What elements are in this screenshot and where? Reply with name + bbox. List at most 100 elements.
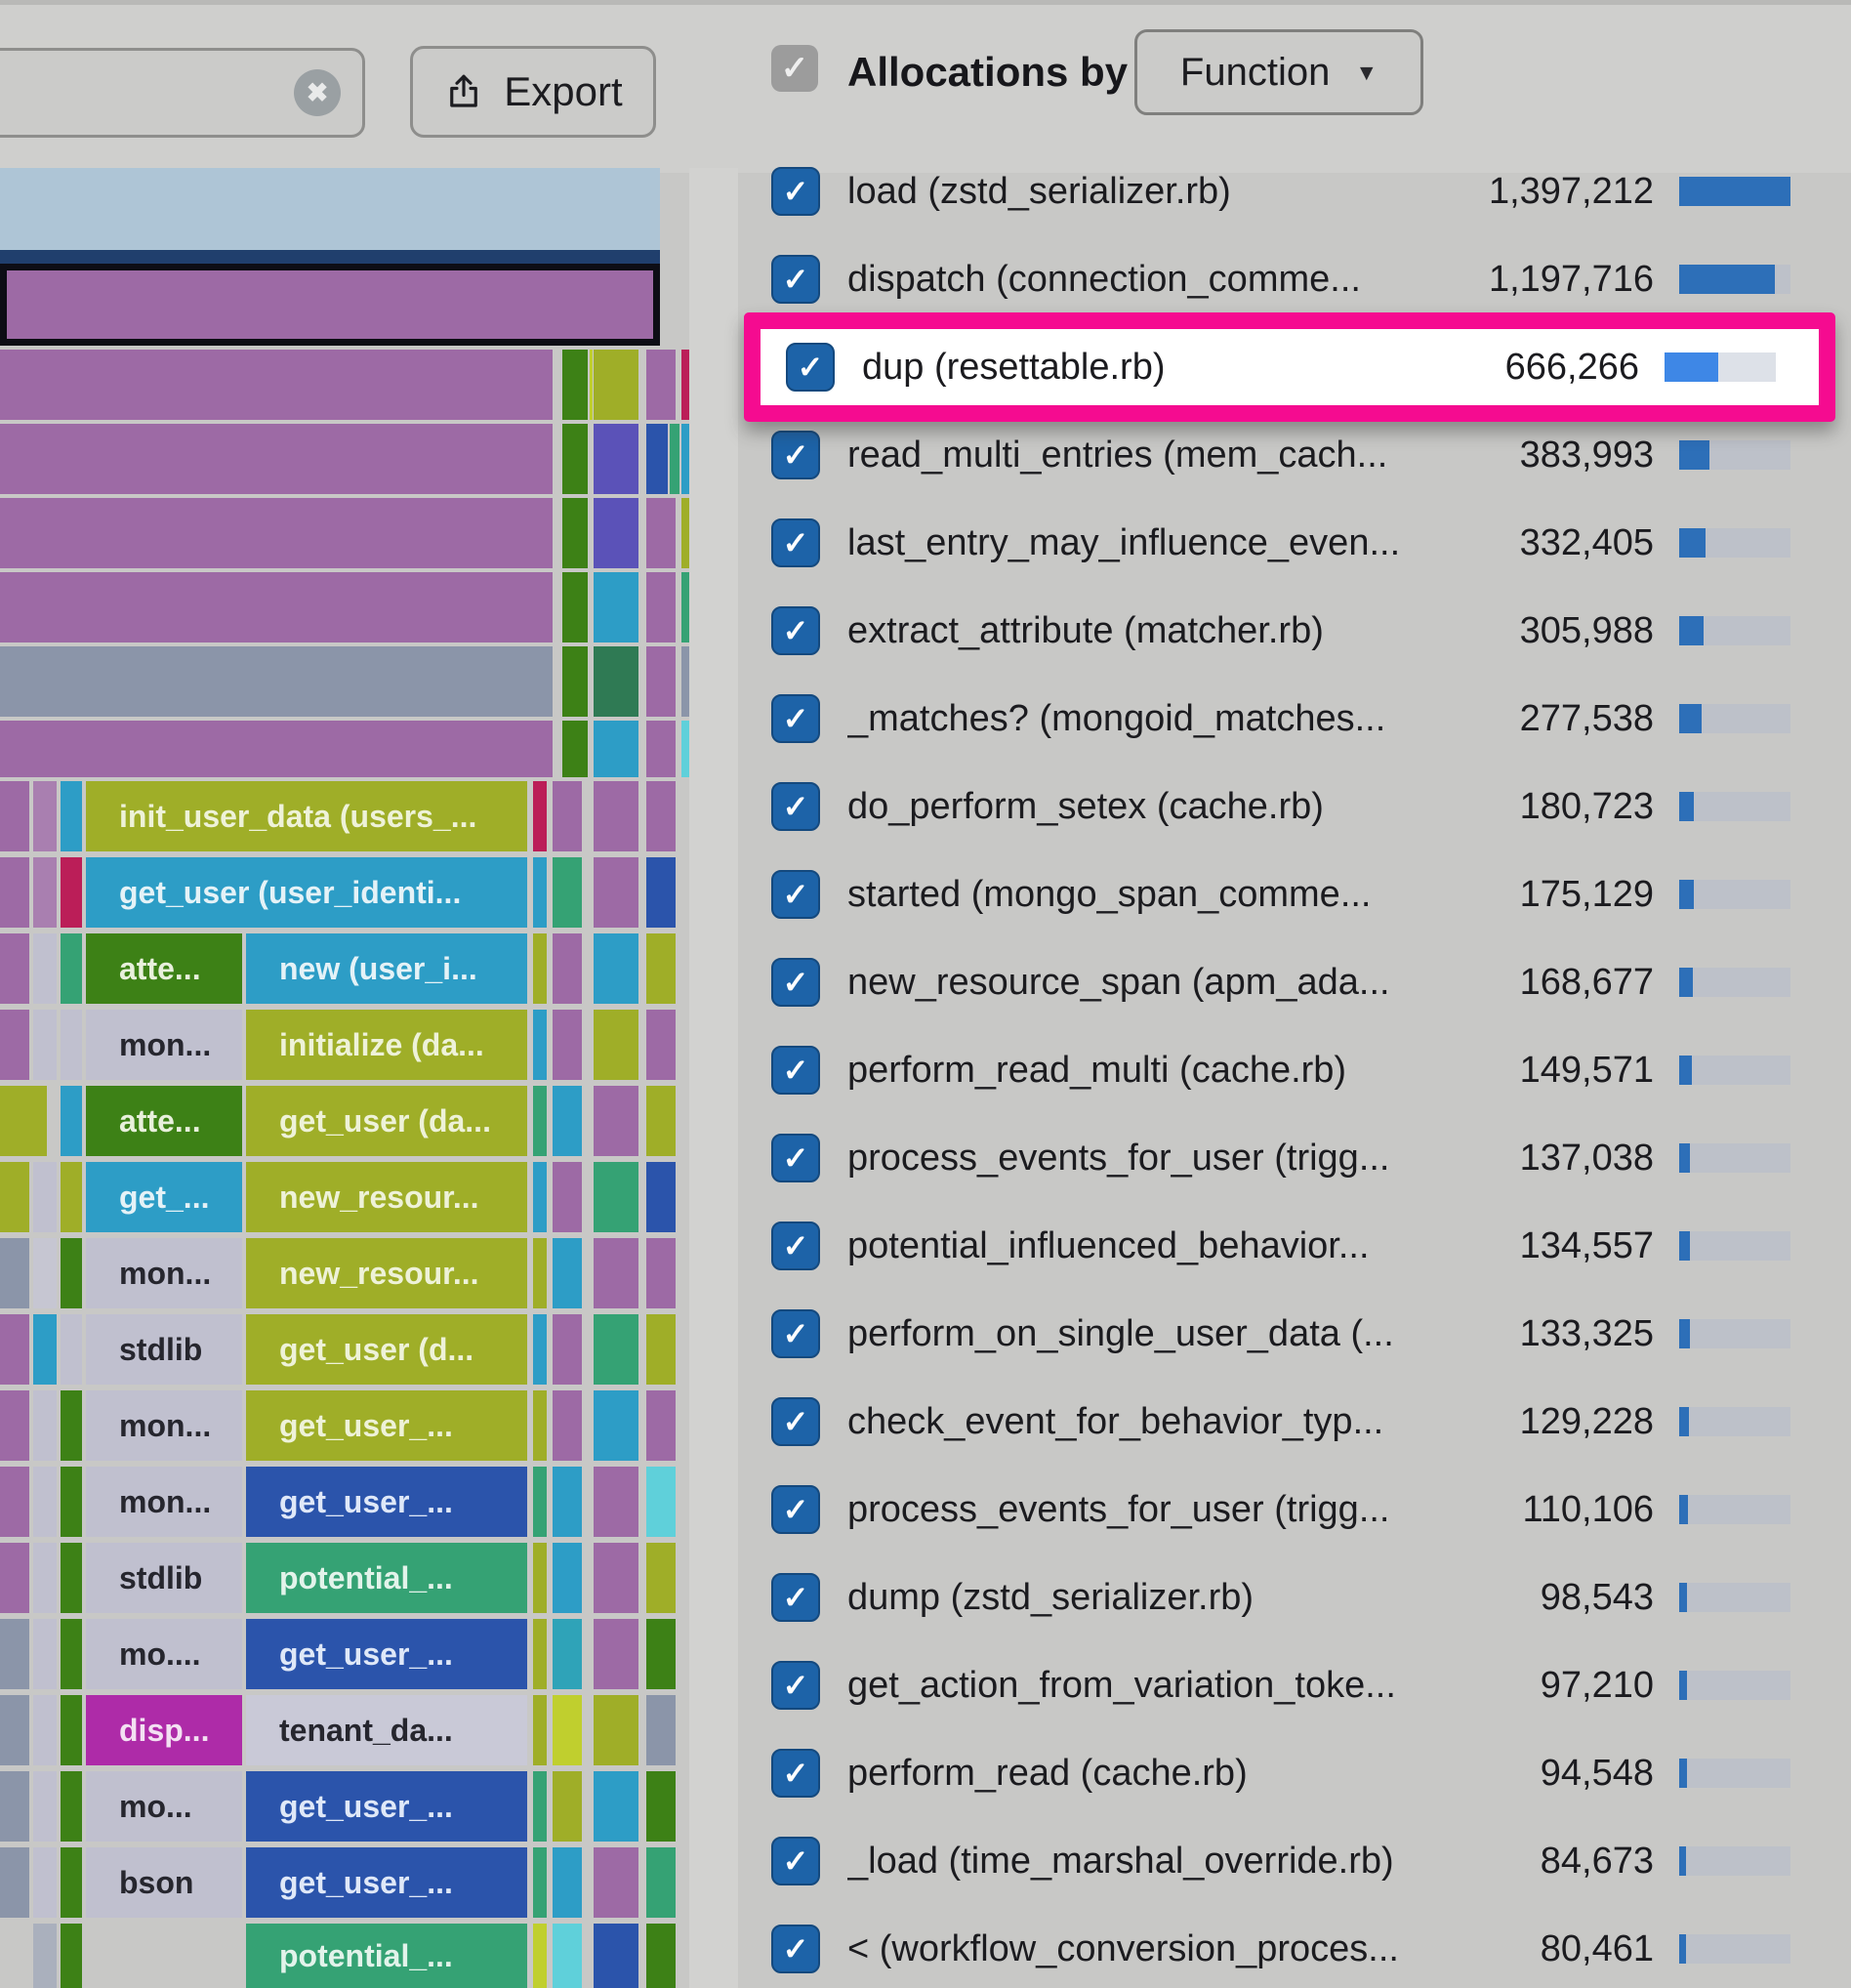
flame-frame[interactable]: get_user (user_identi... xyxy=(86,857,527,928)
flame-block[interactable] xyxy=(681,721,689,777)
flame-block[interactable] xyxy=(0,1619,29,1689)
flame-block[interactable] xyxy=(646,1162,676,1232)
row-checkbox[interactable]: ✓ xyxy=(771,958,820,1007)
flame-block[interactable] xyxy=(33,1695,57,1765)
flame-frame[interactable]: mon... xyxy=(86,1390,242,1461)
flame-frame[interactable]: get_user (da... xyxy=(246,1086,527,1156)
flame-block[interactable] xyxy=(0,264,660,346)
flame-block[interactable] xyxy=(594,646,638,717)
flame-block[interactable] xyxy=(0,721,553,777)
allocation-row[interactable]: ✓ read_multi_entries (mem_cach... 383,993 xyxy=(738,411,1851,499)
flame-block[interactable] xyxy=(594,1619,638,1689)
flame-frame[interactable]: get_user (d... xyxy=(246,1314,527,1385)
flame-block[interactable] xyxy=(0,1390,29,1461)
flame-block[interactable] xyxy=(33,1924,57,1988)
flame-block[interactable] xyxy=(594,781,638,851)
flame-block[interactable] xyxy=(61,1847,82,1918)
flame-block[interactable] xyxy=(33,933,57,1004)
flame-block[interactable] xyxy=(61,1314,82,1385)
flame-frame[interactable]: stdlib xyxy=(86,1314,242,1385)
allocation-row[interactable]: ✓ perform_read_multi (cache.rb) 149,571 xyxy=(738,1026,1851,1114)
row-checkbox[interactable]: ✓ xyxy=(771,694,820,743)
row-checkbox[interactable]: ✓ xyxy=(771,1134,820,1182)
search-input[interactable] xyxy=(7,59,274,127)
flame-block[interactable] xyxy=(61,1924,82,1988)
flame-frame[interactable]: disp... xyxy=(86,1695,242,1765)
flame-block[interactable] xyxy=(594,1543,638,1613)
allocation-row[interactable]: ✓ last_entry_may_influence_even... 332,405 xyxy=(738,499,1851,587)
allocation-row[interactable]: ✓ process_events_for_user (trigg... 137,03… xyxy=(738,1114,1851,1202)
flame-block[interactable] xyxy=(33,1847,57,1918)
row-checkbox[interactable]: ✓ xyxy=(771,606,820,655)
flame-block[interactable] xyxy=(681,646,689,717)
flame-block[interactable] xyxy=(533,1695,547,1765)
flame-frame[interactable]: get_user_... xyxy=(246,1619,527,1689)
flame-block[interactable] xyxy=(33,857,57,928)
flame-block[interactable] xyxy=(553,1695,582,1765)
allocations-master-checkbox[interactable]: ✓ xyxy=(771,45,818,92)
flame-block[interactable] xyxy=(0,424,553,494)
flame-block[interactable] xyxy=(533,1086,547,1156)
flame-block[interactable] xyxy=(0,781,29,851)
flame-block[interactable] xyxy=(646,646,676,717)
flame-frame[interactable]: get_... xyxy=(86,1162,242,1232)
flame-block[interactable] xyxy=(553,1010,582,1080)
flame-block[interactable] xyxy=(61,857,82,928)
flame-frame[interactable]: new_resour... xyxy=(246,1162,527,1232)
flame-block[interactable] xyxy=(646,1467,676,1537)
row-checkbox[interactable]: ✓ xyxy=(771,167,820,216)
flame-block[interactable] xyxy=(594,1086,638,1156)
flame-block[interactable] xyxy=(646,424,668,494)
flame-block[interactable] xyxy=(670,424,679,494)
flame-block[interactable] xyxy=(0,1543,29,1613)
flame-block[interactable] xyxy=(562,646,588,717)
row-checkbox[interactable]: ✓ xyxy=(771,431,820,479)
flame-block[interactable] xyxy=(0,933,29,1004)
flame-block[interactable] xyxy=(61,1162,82,1232)
flame-block[interactable] xyxy=(533,1847,547,1918)
flame-block[interactable] xyxy=(61,1390,82,1461)
flame-block[interactable] xyxy=(646,1771,676,1842)
flame-block[interactable] xyxy=(594,1924,638,1988)
flame-block[interactable] xyxy=(61,1467,82,1537)
row-checkbox[interactable]: ✓ xyxy=(771,1485,820,1534)
flame-block[interactable] xyxy=(646,721,676,777)
flame-block[interactable] xyxy=(33,1238,57,1308)
flame-block[interactable] xyxy=(590,350,593,420)
flame-block[interactable] xyxy=(33,1543,57,1613)
flame-block[interactable] xyxy=(61,1086,82,1156)
allocation-row[interactable]: ✓ dispatch (connection_comme... 1,197,716 xyxy=(738,235,1851,323)
flame-block[interactable] xyxy=(562,721,588,777)
row-checkbox[interactable]: ✓ xyxy=(771,1397,820,1446)
flame-block[interactable] xyxy=(0,498,553,568)
row-checkbox[interactable]: ✓ xyxy=(786,343,835,392)
flame-frame[interactable]: get_user_... xyxy=(246,1390,527,1461)
flame-block[interactable] xyxy=(33,1314,57,1385)
row-checkbox[interactable]: ✓ xyxy=(771,1749,820,1798)
flame-frame[interactable]: potential_... xyxy=(246,1924,527,1988)
allocation-row[interactable]: ✓ < (workflow_conversion_proces... 80,461 xyxy=(738,1905,1851,1988)
allocation-row[interactable]: ✓ _matches? (mongoid_matches... 277,538 xyxy=(738,675,1851,763)
flame-block[interactable] xyxy=(594,498,638,568)
flame-block[interactable] xyxy=(0,350,553,420)
allocation-row[interactable]: ✓ load (zstd_serializer.rb) 1,397,212 xyxy=(738,147,1851,235)
flame-block[interactable] xyxy=(0,1086,47,1156)
flame-block[interactable] xyxy=(553,1390,582,1461)
allocation-row[interactable]: ✓ perform_read (cache.rb) 94,548 xyxy=(738,1729,1851,1817)
flame-block[interactable] xyxy=(0,1467,29,1537)
flame-block[interactable] xyxy=(533,1010,547,1080)
flame-frame[interactable]: tenant_da... xyxy=(246,1695,527,1765)
flame-block[interactable] xyxy=(0,1010,29,1080)
flame-block[interactable] xyxy=(533,1771,547,1842)
flame-block[interactable] xyxy=(594,933,638,1004)
flame-block[interactable] xyxy=(553,1238,582,1308)
row-checkbox[interactable]: ✓ xyxy=(771,782,820,831)
flame-block[interactable] xyxy=(0,857,29,928)
flame-block[interactable] xyxy=(533,1162,547,1232)
flame-block[interactable] xyxy=(646,1695,676,1765)
flame-block[interactable] xyxy=(61,1619,82,1689)
flame-block[interactable] xyxy=(0,1238,29,1308)
flame-block[interactable] xyxy=(553,1314,582,1385)
flame-block[interactable] xyxy=(0,1771,29,1842)
flame-frame[interactable]: new_resour... xyxy=(246,1238,527,1308)
